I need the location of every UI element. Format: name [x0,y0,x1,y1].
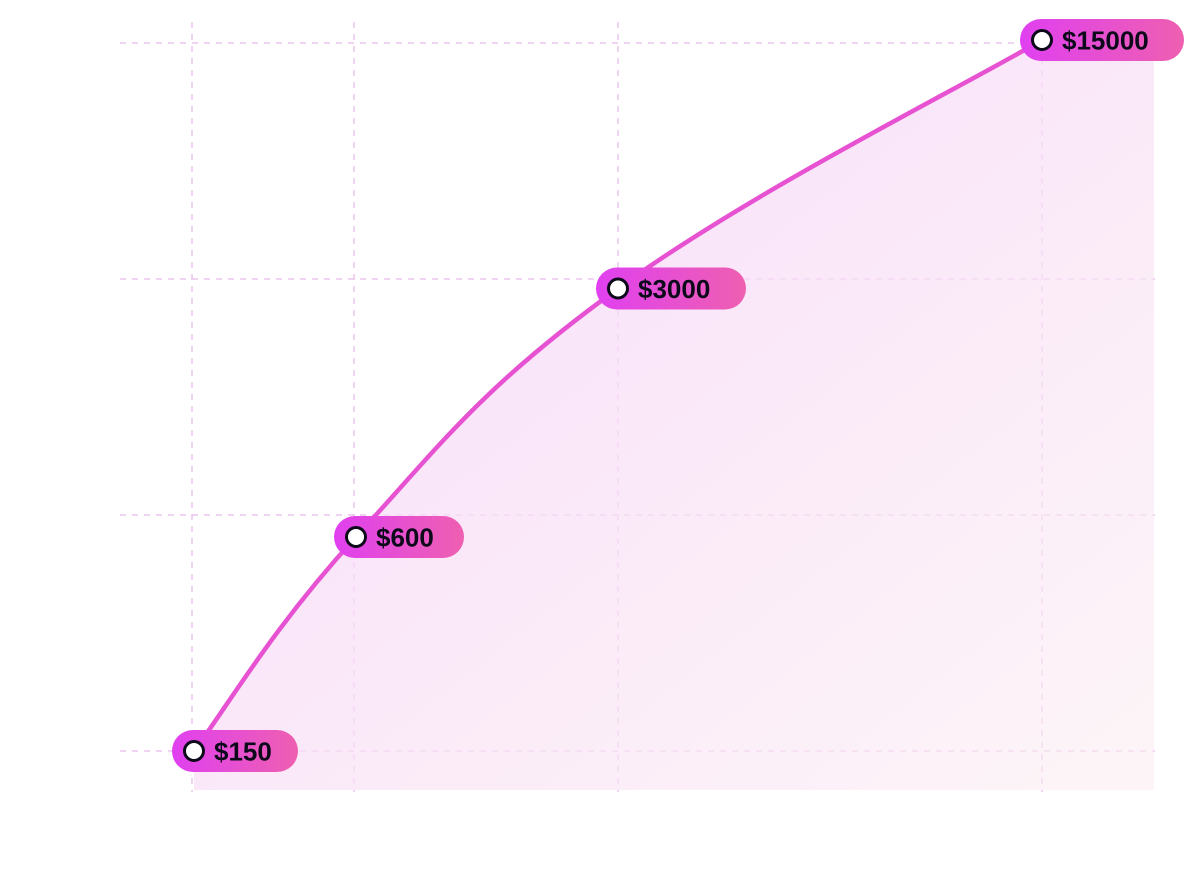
data-point-3: $3000 [596,267,746,310]
data-point-1: $150 [172,730,298,772]
data-point-2: $600 [334,515,464,558]
value-pill [334,515,464,558]
area-fill [194,40,1154,790]
data-label: $150 [214,737,272,767]
point-marker [345,525,367,548]
data-label: $600 [376,522,434,552]
point-marker [1031,29,1053,51]
data-points: $150 $600 $3000 $15000 [172,19,1184,772]
value-pill [172,730,298,772]
value-pill [596,267,746,310]
data-label: $15000 [1062,26,1149,56]
data-point-4: $15000 [1020,19,1184,61]
value-pill [1020,19,1184,61]
data-label: $3000 [638,274,710,304]
point-marker [183,740,205,762]
point-marker [607,277,629,300]
series-line [191,37,1045,754]
